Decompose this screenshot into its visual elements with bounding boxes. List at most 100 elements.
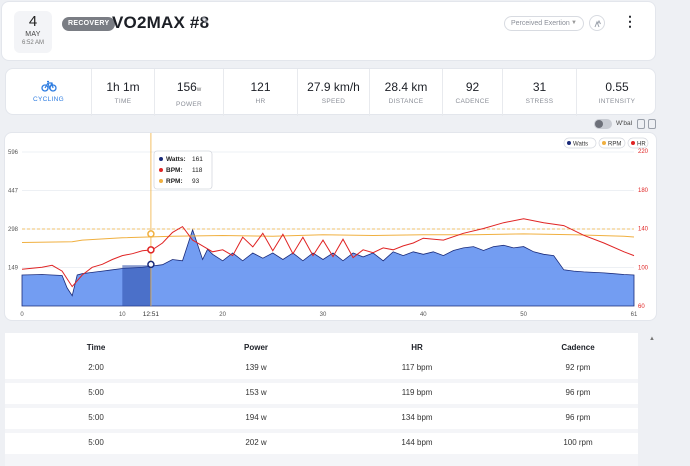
tooltip-label: BPM: [166,167,183,174]
stat-cadence: 92 CADENCE [443,69,503,116]
x-tick-label: 0 [20,312,24,318]
cell-power: 194 w [245,413,267,422]
x-tick-label: 40 [420,312,427,318]
y-left-tick-label: 149 [8,266,19,272]
stat-label: SPEED [321,98,346,105]
y-right-tick-label: 180 [638,188,649,194]
cursor-marker [147,246,155,254]
workout-title: VO2MAX #8 [112,13,210,32]
cell-time: 5:00 [88,438,104,447]
stat-value: 31 [532,80,547,94]
chevron-down-icon: ▼ [571,20,577,26]
tooltip-label: RPM: [166,178,183,185]
cell-hr: 144 bpm [401,438,433,447]
column-header-power: Power [243,343,269,352]
legend-label: HR [637,142,646,148]
table-row[interactable]: 5:00 153 w 119 bpm 96 rpm [5,383,638,404]
stat-value: 156w [155,80,223,97]
wbal-toggle[interactable] [594,119,612,129]
stat-time: 1h 1m TIME [92,69,155,116]
stat-label: CYCLING [33,96,64,103]
stat-value: 92 [465,80,480,94]
stat-label: DISTANCE [388,98,424,105]
stat-intensity: 0.55 INTENSITY [577,69,657,116]
stat-label: HR [255,98,266,105]
x-tick-label: 30 [320,312,327,318]
cursor-label-bg [139,308,162,318]
column-header-cadence: Cadence [561,343,595,352]
stats-bar: CYCLING 1h 1m TIME 156w POWER 121 HR 27.… [5,68,657,116]
legend-dot [602,141,606,145]
chart-tooltip [153,150,213,190]
table-header: Time Power HR Cadence [5,333,638,361]
table-row[interactable]: 5:00 202 w 144 bpm 100 rpm [5,433,638,454]
stat-value: 28.4 km [384,80,428,94]
y-left-tick-label: 298 [8,227,19,233]
x-tick-label: 10 [119,312,126,318]
column-header-time: Time [86,343,106,352]
legend-dot [631,141,635,145]
pencil-icon[interactable]: ✎ [201,16,210,27]
stat-label: TIME [114,98,132,105]
bicycle-icon [40,80,57,92]
date-box: 4 MAY 6:52 AM [14,11,52,53]
watts-series [21,228,635,307]
stat-label: STRESS [525,98,554,105]
stat-unit: w [196,87,202,93]
legend-dot [567,141,571,145]
y-right-tick-label: 100 [638,265,649,271]
scroll-up-icon[interactable]: ▲ [649,336,655,342]
stat-value: 27.9 km/h [307,80,360,94]
tooltip-dot [159,157,163,161]
stat-speed: 27.9 km/h SPEED [298,69,370,116]
cell-cadence: 96 rpm [565,388,591,397]
tooltip-value: 93 [192,178,200,185]
more-vertical-icon[interactable]: ⋮ [623,13,637,29]
table-row[interactable]: 2:00 139 w 117 bpm 92 rpm [5,358,638,379]
x-tick-label: 61 [631,312,638,318]
stat-label: CADENCE [455,98,490,105]
cell-time: 5:00 [88,413,104,422]
x-tick-label: 20 [219,312,226,318]
cell-hr: 117 bpm [401,363,433,372]
y-right-tick-label: 60 [638,304,645,310]
activity-chart-card: 596 447 298 149 220 180 140 100 60 0 10 20 30 40 50 61 1… [4,132,657,321]
hr-series [21,218,635,288]
stat-value: 0.55 [605,80,629,94]
cell-power: 202 w [245,438,267,447]
workout-type-badge: RECOVERY [62,17,116,31]
tooltip-value: 161 [192,156,203,163]
perceived-exertion-select[interactable]: Perceived Exertion ▼ [504,16,584,31]
perceived-exertion-placeholder: Perceived Exertion [511,20,570,27]
table-row[interactable]: 5:00 194 w 134 bpm 96 rpm [5,408,638,429]
date-month: MAY [25,31,41,38]
download-icon[interactable] [637,119,645,129]
column-header-hr: HR [411,343,423,352]
y-right-tick-label: 220 [638,149,649,155]
rpm-series [21,233,635,243]
legend-item [598,137,626,149]
y-left-tick-label: 447 [8,189,19,195]
stat-value: 121 [250,80,271,94]
selected-interval [122,265,151,306]
strava-icon[interactable] [589,15,605,31]
document-icon[interactable] [648,119,656,129]
tooltip-dot [159,179,163,183]
legend-item [627,137,649,149]
date-time: 6:52 AM [21,40,44,46]
cell-cadence: 96 rpm [565,413,591,422]
cell-time: 2:00 [88,363,104,372]
stat-value: 1h 1m [106,80,140,94]
activity-chart[interactable]: 596 447 298 149 220 180 140 100 60 0 10 20 30 40 50 61 1… [5,133,658,322]
cursor-marker [147,260,155,269]
stat-label: POWER [175,101,203,108]
stat-number: 156 [176,80,197,94]
cell-time: 5:00 [88,388,104,397]
stat-sport: CYCLING [6,69,92,116]
cursor-x-label: 12:51 [143,311,160,318]
tooltip-value: 118 [192,167,203,174]
cell-hr: 134 bpm [401,413,433,422]
tooltip-label: Watts: [166,156,186,163]
x-tick-label: 50 [520,312,527,318]
stat-distance: 28.4 km DISTANCE [370,69,443,116]
